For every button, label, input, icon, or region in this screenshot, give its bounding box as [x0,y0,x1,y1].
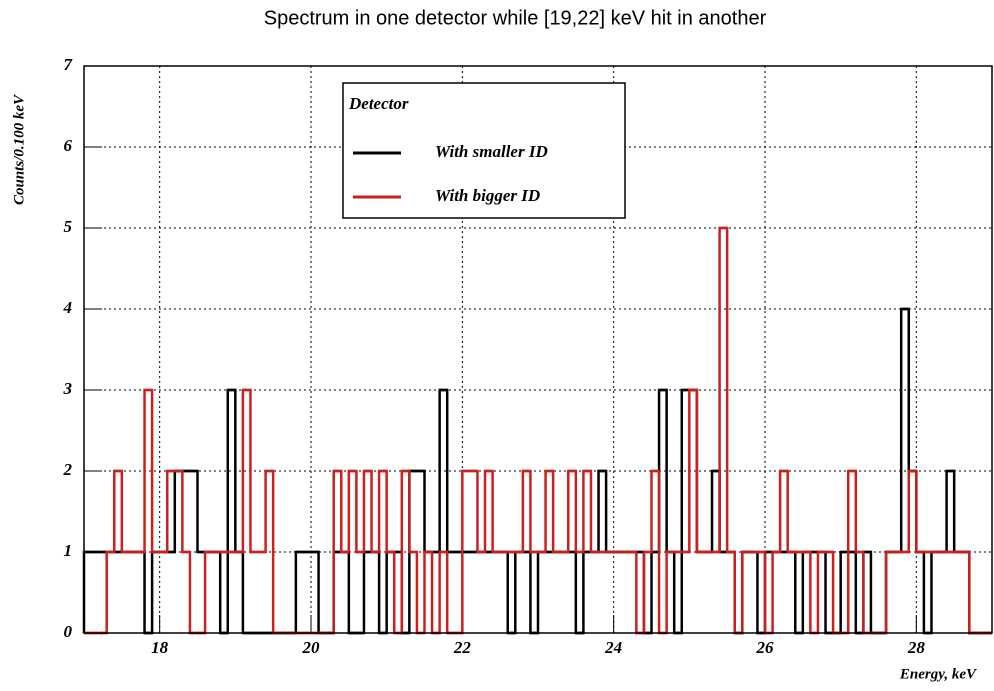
x-tick-label: 18 [151,638,169,657]
y-tick-label: 3 [63,379,73,398]
legend-label: With smaller ID [435,142,548,161]
y-tick-label: 4 [63,298,73,317]
x-tick-label: 24 [604,638,622,657]
x-tick-label: 26 [756,638,775,657]
legend-title: Detector [348,94,409,113]
chart-title: Spectrum in one detector while [19,22] k… [264,7,767,29]
x-tick-label: 20 [302,638,321,657]
y-tick-label: 2 [63,460,73,479]
x-axis-label: Energy, keV [899,666,978,682]
y-tick-label: 6 [64,136,73,155]
plot-frame [83,65,993,634]
x-tick-label: 28 [907,638,926,657]
y-axis-label: Counts/0.100 keV [11,93,27,205]
x-tick-label: 22 [453,638,472,657]
y-tick-label: 7 [64,55,74,74]
y-tick-label: 5 [64,217,73,236]
legend-label: With bigger ID [435,186,540,205]
y-tick-label: 0 [64,622,73,641]
y-tick-label: 1 [64,541,73,560]
